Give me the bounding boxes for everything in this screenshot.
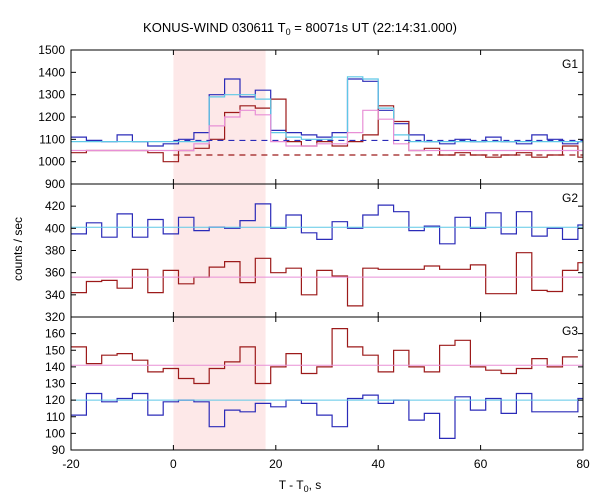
- panel-g2-series-blue: [71, 203, 583, 245]
- panel-g1-series-cyan: [71, 76, 583, 143]
- panel-g2-series-red: [71, 252, 583, 307]
- y-axis-label: counts / sec: [11, 216, 25, 282]
- panel-g1-y-tick-label: 1000: [38, 155, 65, 169]
- x-tick-label: 40: [372, 457, 386, 471]
- x-axis-label: T - T0, s: [278, 478, 322, 494]
- panel-g2-y-tick-label: 420: [45, 199, 65, 213]
- x-tick-label: 20: [269, 457, 283, 471]
- panel-g2-y-tick-label: 360: [45, 266, 65, 280]
- panel-g3-series-blue: [71, 392, 583, 439]
- panel-g3-y-tick-label: 100: [45, 426, 65, 440]
- panel-g2-y-tick-label: 400: [45, 221, 65, 235]
- panel-g3-y-tick-label: 160: [45, 327, 65, 341]
- x-tick-label: 0: [170, 457, 177, 471]
- panel-g1-y-tick-label: 1200: [38, 110, 65, 124]
- x-tick-label: 80: [576, 457, 590, 471]
- panel-g2-label: G2: [562, 191, 578, 205]
- panel-g1-series-pink: [71, 109, 583, 152]
- panel-g2-y-tick-label: 320: [45, 310, 65, 324]
- panel-g1-series-red: [71, 98, 583, 163]
- panel-g1-series-blue: [71, 78, 583, 147]
- panel-g3-series-red: [71, 328, 578, 385]
- panel-g2-y-tick-label: 340: [45, 288, 65, 302]
- panel-g3-y-tick-label: 110: [46, 410, 65, 424]
- panel-g3-label: G3: [562, 324, 578, 338]
- panel-g2-frame: [70, 183, 584, 318]
- panel-g3-y-tick-label: 90: [52, 443, 66, 457]
- panel-g3-y-tick-label: 140: [45, 360, 65, 374]
- panel-g3-frame: [70, 316, 584, 451]
- panel-g2-y-tick-label: 380: [45, 244, 65, 258]
- panel-g1-y-tick-label: 1500: [38, 43, 65, 57]
- panel-g1-y-tick-label: 1300: [38, 88, 65, 102]
- x-tick-label: -20: [62, 457, 80, 471]
- chart-title: KONUS-WIND 030611 T0 = 80071s UT (22:14:…: [143, 20, 457, 37]
- x-tick-label: 60: [474, 457, 488, 471]
- shaded-interval: [173, 50, 266, 450]
- panel-g1-y-tick-label: 900: [45, 177, 65, 191]
- panel-g3-y-tick-label: 130: [45, 377, 65, 391]
- panel-g1-frame: [70, 49, 584, 185]
- panel-g1-label: G1: [562, 57, 578, 71]
- panel-g1-y-tick-label: 1100: [39, 132, 65, 146]
- panel-g3-y-tick-label: 120: [45, 393, 65, 407]
- panel-g3-y-tick-label: 150: [45, 343, 65, 357]
- panel-g1-y-tick-label: 1400: [38, 65, 65, 79]
